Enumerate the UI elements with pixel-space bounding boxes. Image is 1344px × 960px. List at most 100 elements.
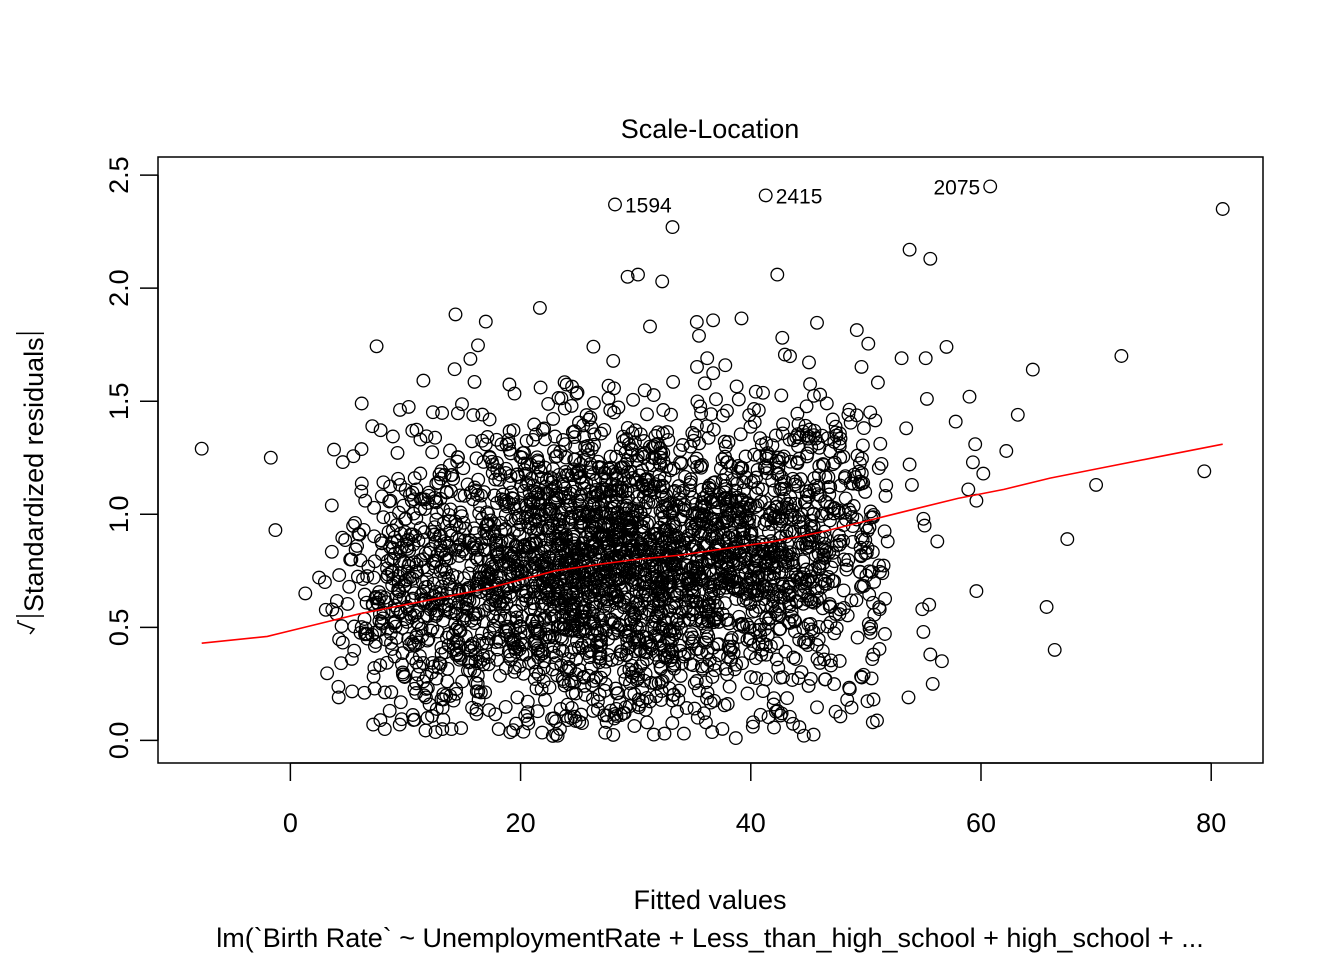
- data-point: [479, 526, 494, 541]
- data-point: [610, 482, 625, 497]
- data-point: [822, 597, 837, 611]
- data-point: [413, 501, 428, 516]
- data-point: [804, 519, 818, 534]
- data-point: [580, 543, 595, 558]
- data-point: [675, 604, 690, 619]
- data-point: [481, 631, 496, 646]
- data-point: [482, 572, 497, 586]
- data-point: [345, 684, 360, 699]
- data-point: [873, 436, 888, 451]
- data-point: [454, 721, 469, 736]
- data-point: [610, 604, 625, 619]
- data-point: [550, 668, 565, 683]
- data-point: [367, 500, 382, 515]
- data-point: [735, 617, 750, 632]
- data-point: [677, 543, 692, 558]
- data-point: [420, 608, 435, 623]
- data-point: [787, 573, 802, 588]
- data-point: [628, 435, 642, 450]
- data-point: [724, 459, 738, 474]
- data-point: [863, 405, 878, 420]
- data-point: [670, 704, 684, 719]
- data-point: [398, 511, 413, 526]
- data-point: [632, 577, 647, 592]
- data-point: [731, 392, 746, 407]
- data-point: [792, 451, 807, 466]
- data-point: [775, 330, 790, 345]
- data-point: [354, 442, 369, 457]
- data-point: [618, 700, 633, 715]
- data-point: [509, 604, 524, 619]
- data-point: [469, 706, 484, 721]
- data-point: [785, 609, 799, 624]
- data-point: [934, 654, 949, 669]
- data-point: [436, 692, 451, 707]
- data-point: [700, 691, 714, 706]
- data-point: [470, 676, 485, 691]
- data-point: [492, 631, 506, 646]
- data-point: [919, 391, 934, 406]
- data-point: [700, 351, 715, 366]
- data-point: [375, 547, 389, 562]
- data-point: [706, 313, 721, 328]
- data-point: [407, 681, 422, 696]
- data-point: [653, 660, 668, 674]
- data-point: [654, 693, 669, 707]
- data-point: [414, 621, 429, 636]
- data-point: [844, 700, 859, 715]
- data-point: [756, 385, 770, 400]
- data-point: [574, 638, 589, 653]
- data-point: [734, 311, 749, 326]
- data-point: [620, 541, 635, 556]
- data-point: [740, 686, 755, 701]
- data-point: [483, 513, 498, 528]
- data-point: [382, 703, 397, 718]
- data-point: [701, 614, 716, 629]
- data-point: [506, 723, 521, 738]
- data-point: [656, 588, 671, 603]
- data-point: [533, 608, 548, 623]
- data-point: [736, 593, 751, 608]
- data-point: [422, 697, 437, 712]
- data-point: [498, 699, 513, 714]
- data-point: [786, 650, 801, 665]
- data-point: [402, 487, 417, 502]
- data-point: [620, 420, 635, 435]
- data-point: [811, 468, 826, 483]
- data-point: [643, 319, 657, 334]
- data-point: [489, 556, 503, 571]
- data-point: [388, 619, 403, 634]
- data-point: [427, 490, 442, 505]
- data-point: [501, 560, 516, 574]
- data-point: [687, 585, 701, 600]
- data-point: [531, 469, 546, 484]
- data-point: [719, 571, 734, 586]
- data-point: [356, 572, 370, 587]
- data-point: [804, 622, 819, 637]
- data-point: [567, 675, 582, 690]
- data-point: [1114, 349, 1129, 363]
- data-point: [836, 449, 851, 464]
- data-point: [565, 573, 580, 588]
- data-point: [527, 513, 542, 528]
- data-point: [608, 707, 622, 721]
- data-point: [357, 685, 372, 700]
- data-point: [843, 476, 858, 491]
- data-point: [709, 572, 724, 587]
- data-point: [346, 449, 361, 464]
- data-point: [331, 679, 346, 694]
- data-point: [593, 670, 608, 685]
- data-point: [538, 630, 553, 645]
- data-point: [782, 504, 797, 519]
- data-point: [429, 476, 444, 491]
- data-point: [426, 576, 441, 591]
- data-point: [377, 685, 392, 700]
- data-point: [682, 577, 697, 591]
- data-point: [490, 642, 505, 657]
- data-point: [539, 570, 554, 584]
- data-point: [627, 609, 642, 624]
- data-point: [435, 406, 450, 420]
- data-point: [870, 375, 885, 390]
- data-point: [324, 544, 339, 559]
- data-point: [416, 656, 431, 670]
